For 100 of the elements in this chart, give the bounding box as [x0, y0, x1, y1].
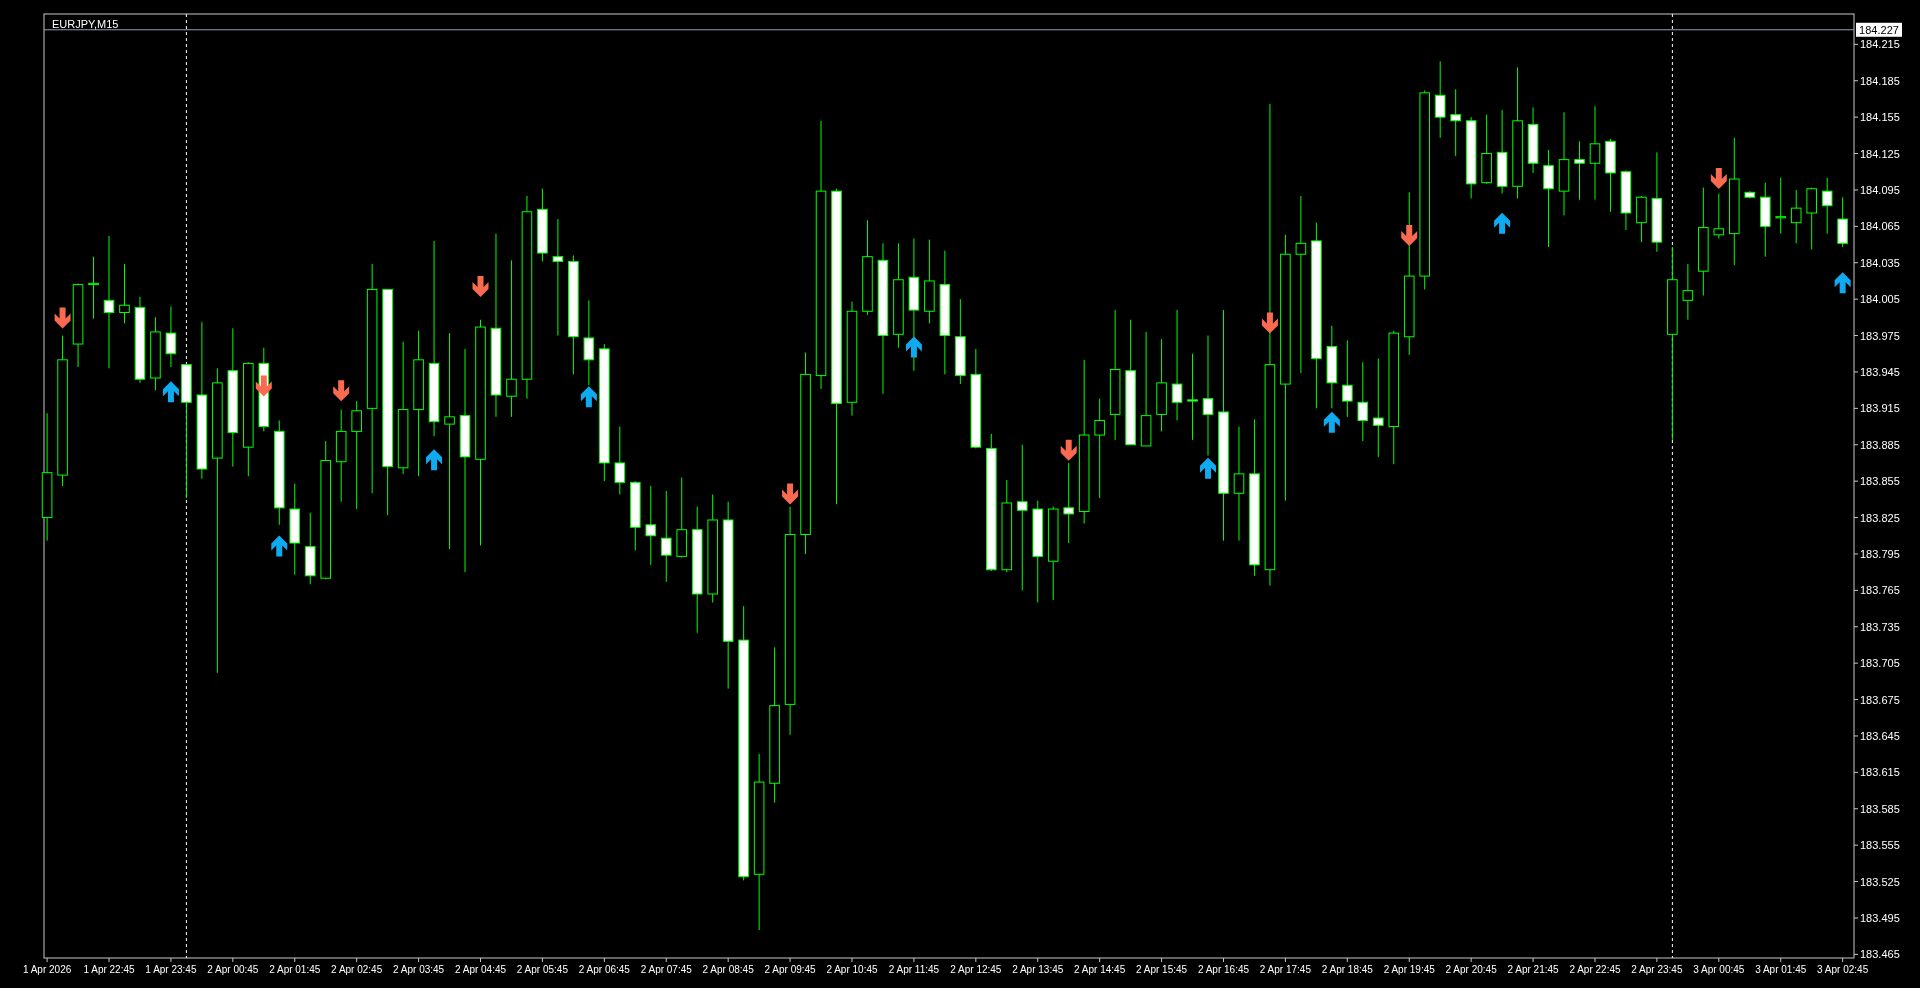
x-tick-label: 1 Apr 23:45: [145, 964, 197, 975]
point: [333, 380, 350, 402]
candlestick: [583, 299, 595, 386]
y-tick-label: 184.125: [1860, 147, 1900, 160]
y-tick-label: 184.065: [1860, 220, 1900, 233]
candlestick: [444, 332, 455, 550]
point: [1710, 168, 1727, 190]
x-tick-label: 3 Apr 00:45: [1693, 964, 1745, 975]
point: [782, 483, 799, 505]
point: [1323, 411, 1340, 433]
candlestick: [1295, 195, 1307, 374]
y-tick-label: 184.035: [1860, 256, 1900, 269]
y-tick-label: 184.005: [1860, 293, 1900, 306]
y-tick-label: 183.705: [1860, 657, 1900, 670]
x-tick-label: 1 Apr 22:45: [83, 964, 136, 975]
x-tick-label: 2 Apr 13:45: [1012, 964, 1064, 975]
y-tick-label: 183.945: [1860, 365, 1900, 378]
x-tick-label: 2 Apr 15:45: [1136, 964, 1188, 975]
x-tick-label: 2 Apr 21:45: [1507, 964, 1560, 975]
candlestick: [1589, 105, 1601, 201]
x-tick-label: 2 Apr 12:45: [950, 964, 1002, 975]
candlestick: [165, 305, 177, 368]
x-tick-label: 2 Apr 18:45: [1321, 964, 1374, 975]
x-tick-label: 2 Apr 10:45: [826, 964, 879, 975]
y-tick-label: 183.495: [1860, 911, 1900, 924]
y-tick-label: 183.855: [1860, 475, 1900, 488]
x-tick-label: 2 Apr 14:45: [1074, 964, 1126, 975]
point: [1494, 212, 1511, 234]
x-tick-label: 2 Apr 17:45: [1259, 964, 1312, 975]
candlestick: [351, 400, 362, 510]
point: [1060, 439, 1077, 461]
ref-line-label: 184.227: [1859, 23, 1899, 36]
y-tick-label: 183.915: [1860, 402, 1900, 415]
point: [1200, 457, 1217, 479]
x-tick-label: 2 Apr 20:45: [1445, 964, 1498, 975]
candlestick: [1775, 177, 1787, 235]
candlestick: [1434, 60, 1446, 139]
candlestick: [506, 259, 517, 418]
y-tick-label: 183.615: [1860, 766, 1900, 779]
y-tick-label: 183.465: [1860, 948, 1900, 961]
chart-title: EURJPY,M15: [52, 18, 119, 30]
point: [1401, 225, 1418, 247]
candlestick: [1821, 177, 1833, 235]
candlestick: [1187, 353, 1198, 441]
point: [1261, 312, 1278, 334]
candlestick: [1450, 88, 1461, 157]
candlestick: [1233, 426, 1245, 542]
y-tick-label: 183.585: [1860, 802, 1900, 815]
candlestick: [88, 256, 99, 320]
y-tick-label: 183.645: [1860, 729, 1900, 742]
candlestick: [1713, 193, 1725, 239]
x-tick-label: 2 Apr 19:45: [1383, 964, 1436, 975]
candlestick: [660, 490, 672, 583]
point: [580, 386, 597, 408]
y-tick-label: 184.185: [1860, 74, 1900, 87]
x-tick-label: 2 Apr 06:45: [578, 964, 631, 975]
y-tick-label: 183.825: [1860, 511, 1900, 524]
candlestick: [1016, 444, 1028, 591]
candlestick: [1372, 358, 1384, 458]
x-tick-label: 2 Apr 11:45: [888, 964, 940, 975]
candlestick: [119, 263, 130, 324]
x-tick-label: 3 Apr 01:45: [1755, 964, 1807, 975]
candlestick: [645, 485, 657, 566]
candlestick: [614, 426, 626, 495]
candlestick: [1202, 335, 1214, 457]
y-tick-label: 183.975: [1860, 329, 1900, 342]
y-tick-label: 183.765: [1860, 584, 1900, 597]
x-tick-label: 1 Apr 2026: [22, 964, 72, 975]
candlestick: [552, 218, 564, 337]
x-tick-label: 2 Apr 04:45: [454, 964, 507, 975]
x-tick-label: 2 Apr 16:45: [1197, 964, 1250, 975]
x-tick-label: 2 Apr 01:45: [269, 964, 321, 975]
point: [54, 307, 71, 329]
point: [162, 381, 179, 403]
x-tick-label: 2 Apr 05:45: [516, 964, 569, 975]
candlestick: [1094, 398, 1105, 499]
x-tick-label: 2 Apr 03:45: [393, 964, 445, 975]
point: [255, 375, 272, 397]
point: [905, 336, 922, 358]
y-tick-label: 183.555: [1860, 839, 1900, 852]
x-tick-label: 2 Apr 22:45: [1569, 964, 1621, 975]
y-tick-label: 183.735: [1860, 620, 1900, 633]
y-tick-label: 183.525: [1860, 875, 1900, 888]
y-tick-label: 183.795: [1860, 547, 1900, 560]
x-tick-label: 2 Apr 02:45: [331, 964, 383, 975]
y-tick-label: 184.215: [1860, 38, 1900, 51]
candlestick: [1342, 339, 1353, 418]
y-tick-label: 183.675: [1860, 693, 1900, 706]
x-tick-label: 2 Apr 07:45: [640, 964, 693, 975]
point: [1834, 272, 1851, 294]
point: [426, 449, 443, 471]
candlestick: [1171, 309, 1183, 421]
x-tick-label: 2 Apr 23:45: [1631, 964, 1683, 975]
y-tick-label: 183.885: [1860, 438, 1900, 451]
x-tick-label: 2 Apr 08:45: [702, 964, 755, 975]
y-tick-label: 184.095: [1860, 183, 1900, 196]
candlestick: [1682, 263, 1694, 321]
candlestick: [1063, 462, 1075, 544]
candlestick: [1574, 140, 1585, 201]
candlestick: [1543, 149, 1554, 248]
